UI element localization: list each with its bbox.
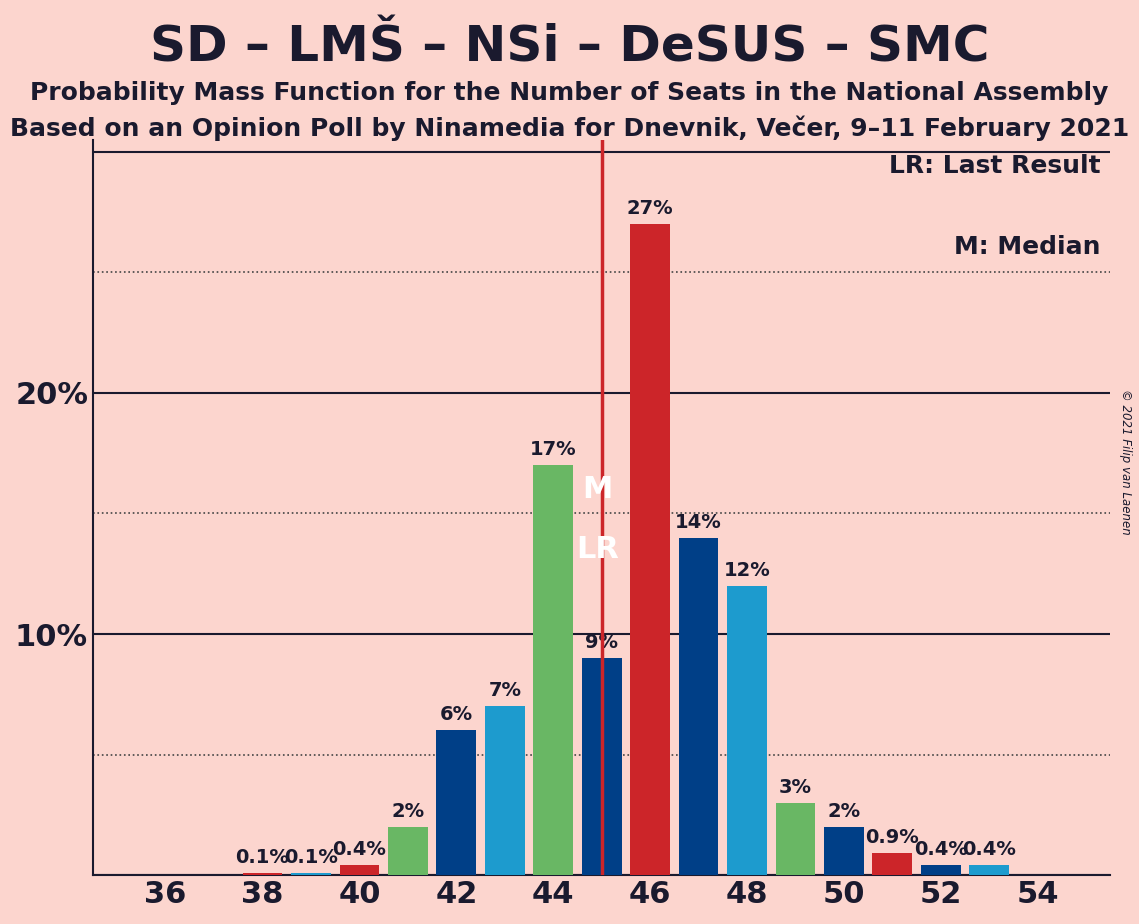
Bar (292, 873, 330, 875)
Text: LR: Last Result: LR: Last Result (888, 154, 1100, 178)
Bar (630, 225, 670, 875)
Text: 9%: 9% (585, 633, 618, 652)
Text: M: Median: M: Median (953, 236, 1100, 260)
Text: 6%: 6% (440, 705, 473, 724)
Text: 7%: 7% (489, 681, 522, 700)
Text: © 2021 Filip van Laenen: © 2021 Filip van Laenen (1118, 389, 1132, 535)
Text: LR: LR (576, 535, 620, 565)
Text: 0.4%: 0.4% (333, 841, 386, 859)
Bar (243, 873, 282, 875)
Text: 0.4%: 0.4% (913, 841, 968, 859)
Bar (533, 466, 573, 875)
Bar (776, 803, 816, 875)
Text: 12%: 12% (723, 561, 770, 579)
Bar (872, 854, 912, 875)
Bar (388, 827, 428, 875)
Bar (823, 827, 863, 875)
Bar (436, 731, 476, 875)
Text: 27%: 27% (626, 199, 673, 218)
Text: 3%: 3% (779, 778, 812, 796)
Text: 2%: 2% (392, 802, 425, 821)
Text: 14%: 14% (675, 513, 722, 531)
Text: Based on an Opinion Poll by Ninamedia for Dnevnik, Večer, 9–11 February 2021: Based on an Opinion Poll by Ninamedia fo… (10, 116, 1129, 141)
Text: Probability Mass Function for the Number of Seats in the National Assembly: Probability Mass Function for the Number… (31, 81, 1108, 105)
Bar (485, 706, 525, 875)
Bar (921, 866, 960, 875)
Text: 0.4%: 0.4% (962, 841, 1016, 859)
Text: 0.1%: 0.1% (236, 847, 289, 867)
Bar (727, 586, 767, 875)
Bar (969, 866, 1009, 875)
Bar (339, 866, 379, 875)
Bar (582, 658, 622, 875)
Text: 17%: 17% (530, 440, 576, 459)
Text: 0.9%: 0.9% (866, 829, 919, 847)
Text: 0.1%: 0.1% (284, 847, 338, 867)
Text: SD – LMŠ – NSi – DeSUS – SMC: SD – LMŠ – NSi – DeSUS – SMC (149, 23, 990, 71)
Text: 2%: 2% (827, 802, 860, 821)
Text: M: M (582, 475, 613, 504)
Bar (679, 538, 719, 875)
